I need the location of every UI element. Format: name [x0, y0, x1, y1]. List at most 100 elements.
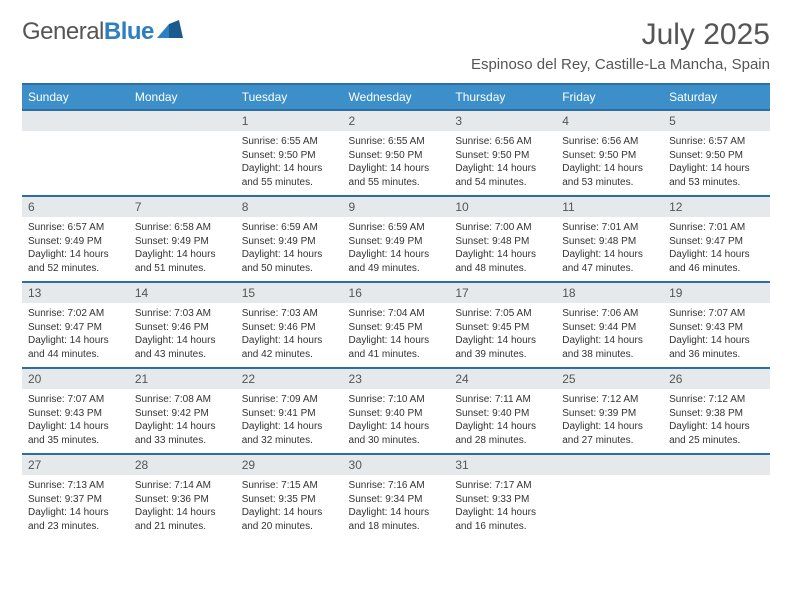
- day-number: 29: [236, 455, 343, 475]
- day-number: 6: [22, 197, 129, 217]
- daylight-line: Daylight: 14 hours and 53 minutes.: [669, 162, 764, 189]
- daylight-line: Daylight: 14 hours and 42 minutes.: [242, 334, 337, 361]
- day-body: Sunrise: 6:59 AMSunset: 9:49 PMDaylight:…: [236, 217, 343, 279]
- day-body: Sunrise: 7:13 AMSunset: 9:37 PMDaylight:…: [22, 475, 129, 537]
- sunrise-line: Sunrise: 7:14 AM: [135, 479, 230, 493]
- calendar-table: SundayMondayTuesdayWednesdayThursdayFrid…: [22, 83, 770, 540]
- sunrise-line: Sunrise: 7:06 AM: [562, 307, 657, 321]
- sunrise-line: Sunrise: 6:57 AM: [669, 135, 764, 149]
- day-number: 28: [129, 455, 236, 475]
- day-cell: 30Sunrise: 7:16 AMSunset: 9:34 PMDayligh…: [343, 454, 450, 540]
- day-cell: 1Sunrise: 6:55 AMSunset: 9:50 PMDaylight…: [236, 110, 343, 196]
- day-cell: 17Sunrise: 7:05 AMSunset: 9:45 PMDayligh…: [449, 282, 556, 368]
- sunrise-line: Sunrise: 6:56 AM: [562, 135, 657, 149]
- day-cell: 6Sunrise: 6:57 AMSunset: 9:49 PMDaylight…: [22, 196, 129, 282]
- daylight-line: Daylight: 14 hours and 18 minutes.: [349, 506, 444, 533]
- daylight-line: Daylight: 14 hours and 36 minutes.: [669, 334, 764, 361]
- title-block: July 2025 Espinoso del Rey, Castille-La …: [471, 18, 770, 73]
- day-cell: 24Sunrise: 7:11 AMSunset: 9:40 PMDayligh…: [449, 368, 556, 454]
- daylight-line: Daylight: 14 hours and 44 minutes.: [28, 334, 123, 361]
- sunrise-line: Sunrise: 7:04 AM: [349, 307, 444, 321]
- day-number: 4: [556, 111, 663, 131]
- day-number: 1: [236, 111, 343, 131]
- day-cell: 25Sunrise: 7:12 AMSunset: 9:39 PMDayligh…: [556, 368, 663, 454]
- sunrise-line: Sunrise: 7:03 AM: [135, 307, 230, 321]
- daylight-line: Daylight: 14 hours and 46 minutes.: [669, 248, 764, 275]
- daylight-line: Daylight: 14 hours and 47 minutes.: [562, 248, 657, 275]
- sunrise-line: Sunrise: 7:12 AM: [669, 393, 764, 407]
- sunset-line: Sunset: 9:45 PM: [455, 321, 550, 335]
- sunset-line: Sunset: 9:50 PM: [349, 149, 444, 163]
- sunrise-line: Sunrise: 7:16 AM: [349, 479, 444, 493]
- day-number: 17: [449, 283, 556, 303]
- day-body: Sunrise: 7:09 AMSunset: 9:41 PMDaylight:…: [236, 389, 343, 451]
- location: Espinoso del Rey, Castille-La Mancha, Sp…: [471, 56, 770, 73]
- day-body: Sunrise: 6:56 AMSunset: 9:50 PMDaylight:…: [449, 131, 556, 193]
- day-number: 7: [129, 197, 236, 217]
- sunrise-line: Sunrise: 7:17 AM: [455, 479, 550, 493]
- day-cell: 13Sunrise: 7:02 AMSunset: 9:47 PMDayligh…: [22, 282, 129, 368]
- day-body: Sunrise: 7:02 AMSunset: 9:47 PMDaylight:…: [22, 303, 129, 365]
- day-cell: 16Sunrise: 7:04 AMSunset: 9:45 PMDayligh…: [343, 282, 450, 368]
- logo-mark-icon: [157, 20, 183, 40]
- sunset-line: Sunset: 9:43 PM: [28, 407, 123, 421]
- sunrise-line: Sunrise: 6:57 AM: [28, 221, 123, 235]
- weekday-header: Thursday: [449, 84, 556, 110]
- day-number: 22: [236, 369, 343, 389]
- daylight-line: Daylight: 14 hours and 21 minutes.: [135, 506, 230, 533]
- day-body: Sunrise: 7:01 AMSunset: 9:47 PMDaylight:…: [663, 217, 770, 279]
- day-body: Sunrise: 7:03 AMSunset: 9:46 PMDaylight:…: [236, 303, 343, 365]
- sunset-line: Sunset: 9:35 PM: [242, 493, 337, 507]
- daylight-line: Daylight: 14 hours and 48 minutes.: [455, 248, 550, 275]
- empty-cell: [129, 110, 236, 196]
- sunset-line: Sunset: 9:43 PM: [669, 321, 764, 335]
- daylight-line: Daylight: 14 hours and 54 minutes.: [455, 162, 550, 189]
- sunrise-line: Sunrise: 7:11 AM: [455, 393, 550, 407]
- logo-text: GeneralBlue: [22, 18, 154, 46]
- day-number: 12: [663, 197, 770, 217]
- day-cell: 2Sunrise: 6:55 AMSunset: 9:50 PMDaylight…: [343, 110, 450, 196]
- day-number: 20: [22, 369, 129, 389]
- day-body: Sunrise: 7:01 AMSunset: 9:48 PMDaylight:…: [556, 217, 663, 279]
- sunrise-line: Sunrise: 6:55 AM: [242, 135, 337, 149]
- day-cell: 20Sunrise: 7:07 AMSunset: 9:43 PMDayligh…: [22, 368, 129, 454]
- day-cell: 14Sunrise: 7:03 AMSunset: 9:46 PMDayligh…: [129, 282, 236, 368]
- sunrise-line: Sunrise: 6:59 AM: [349, 221, 444, 235]
- weekday-row: SundayMondayTuesdayWednesdayThursdayFrid…: [22, 84, 770, 110]
- daylight-line: Daylight: 14 hours and 30 minutes.: [349, 420, 444, 447]
- weekday-header: Saturday: [663, 84, 770, 110]
- day-body: [556, 475, 663, 483]
- day-number: 5: [663, 111, 770, 131]
- day-cell: 31Sunrise: 7:17 AMSunset: 9:33 PMDayligh…: [449, 454, 556, 540]
- sunset-line: Sunset: 9:50 PM: [562, 149, 657, 163]
- day-cell: 3Sunrise: 6:56 AMSunset: 9:50 PMDaylight…: [449, 110, 556, 196]
- daylight-line: Daylight: 14 hours and 35 minutes.: [28, 420, 123, 447]
- sunrise-line: Sunrise: 7:03 AM: [242, 307, 337, 321]
- daylight-line: Daylight: 14 hours and 50 minutes.: [242, 248, 337, 275]
- day-body: [129, 131, 236, 139]
- sunset-line: Sunset: 9:44 PM: [562, 321, 657, 335]
- sunrise-line: Sunrise: 7:07 AM: [669, 307, 764, 321]
- day-cell: 18Sunrise: 7:06 AMSunset: 9:44 PMDayligh…: [556, 282, 663, 368]
- daylight-line: Daylight: 14 hours and 53 minutes.: [562, 162, 657, 189]
- day-body: Sunrise: 7:08 AMSunset: 9:42 PMDaylight:…: [129, 389, 236, 451]
- sunset-line: Sunset: 9:48 PM: [455, 235, 550, 249]
- sunset-line: Sunset: 9:46 PM: [135, 321, 230, 335]
- daylight-line: Daylight: 14 hours and 25 minutes.: [669, 420, 764, 447]
- day-cell: 26Sunrise: 7:12 AMSunset: 9:38 PMDayligh…: [663, 368, 770, 454]
- sunrise-line: Sunrise: 6:55 AM: [349, 135, 444, 149]
- day-number: 8: [236, 197, 343, 217]
- day-cell: 10Sunrise: 7:00 AMSunset: 9:48 PMDayligh…: [449, 196, 556, 282]
- daylight-line: Daylight: 14 hours and 38 minutes.: [562, 334, 657, 361]
- day-cell: 8Sunrise: 6:59 AMSunset: 9:49 PMDaylight…: [236, 196, 343, 282]
- month-title: July 2025: [471, 18, 770, 52]
- sunrise-line: Sunrise: 7:12 AM: [562, 393, 657, 407]
- day-cell: 5Sunrise: 6:57 AMSunset: 9:50 PMDaylight…: [663, 110, 770, 196]
- daylight-line: Daylight: 14 hours and 23 minutes.: [28, 506, 123, 533]
- day-body: Sunrise: 6:58 AMSunset: 9:49 PMDaylight:…: [129, 217, 236, 279]
- day-cell: 28Sunrise: 7:14 AMSunset: 9:36 PMDayligh…: [129, 454, 236, 540]
- day-number: 30: [343, 455, 450, 475]
- sunrise-line: Sunrise: 7:10 AM: [349, 393, 444, 407]
- calendar-body: 1Sunrise: 6:55 AMSunset: 9:50 PMDaylight…: [22, 110, 770, 540]
- day-number: 16: [343, 283, 450, 303]
